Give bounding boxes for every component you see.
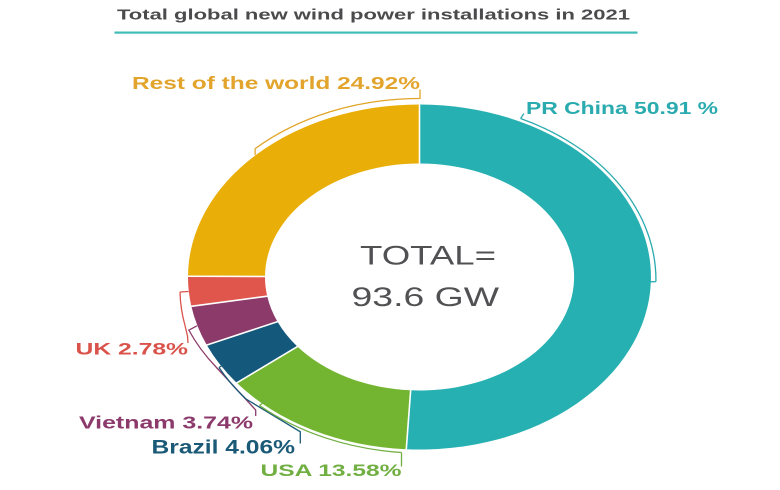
- svg-text:Rest of the world 24.92%: Rest of the world 24.92%: [132, 73, 420, 93]
- svg-text:Brazil 4.06%: Brazil 4.06%: [152, 438, 296, 459]
- svg-text:UK 2.78%: UK 2.78%: [76, 340, 189, 359]
- svg-text:93.6 GW: 93.6 GW: [352, 282, 500, 312]
- svg-text:PR China 50.91 %: PR China 50.91 %: [526, 98, 718, 118]
- svg-text:USA 13.58%: USA 13.58%: [261, 461, 402, 480]
- svg-text:Total global new wind power in: Total global new wind power installation…: [117, 8, 630, 24]
- svg-text:Vietnam 3.74%: Vietnam 3.74%: [79, 413, 254, 433]
- svg-text:TOTAL=: TOTAL=: [360, 241, 496, 271]
